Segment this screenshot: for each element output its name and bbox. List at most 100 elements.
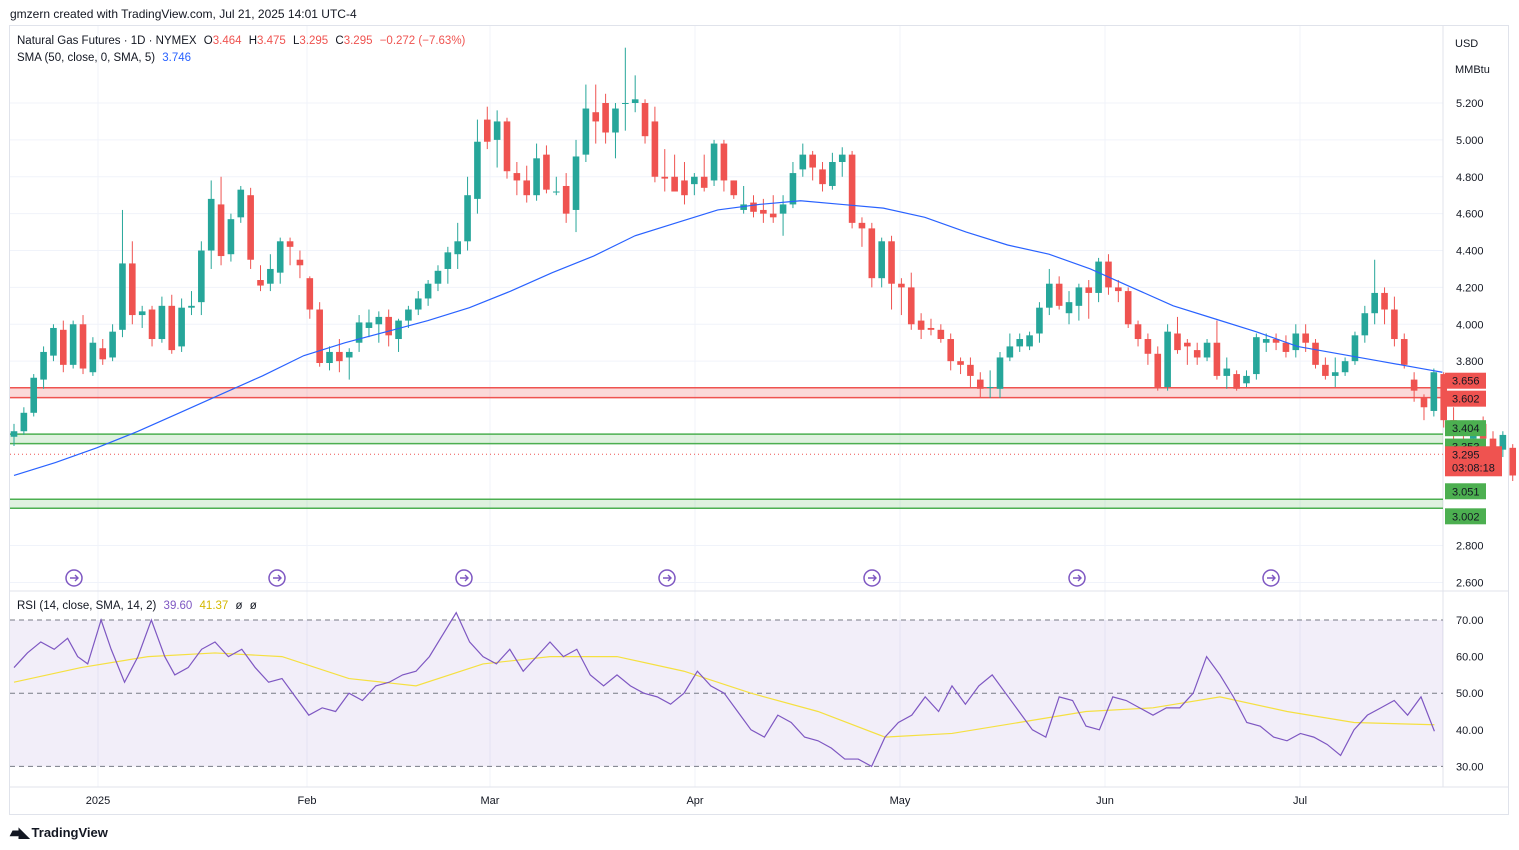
candle bbox=[1391, 296, 1398, 347]
candle-body bbox=[1174, 333, 1181, 351]
candle bbox=[40, 346, 47, 389]
rsi-label: RSI (14, close, SMA, 14, 2) bbox=[17, 600, 157, 612]
candle-body bbox=[1095, 261, 1102, 293]
tradingview-brand: TradingView bbox=[31, 825, 108, 840]
candle bbox=[1509, 444, 1517, 482]
candle bbox=[572, 139, 580, 233]
high-value: 3.475 bbox=[257, 35, 286, 47]
candle bbox=[513, 162, 521, 196]
candle-body bbox=[1371, 292, 1378, 314]
candle bbox=[414, 291, 422, 316]
candle-body bbox=[188, 305, 195, 308]
candle-body bbox=[720, 143, 728, 181]
candle bbox=[661, 149, 669, 192]
marker-arrow bbox=[868, 574, 877, 582]
candle-body bbox=[1361, 313, 1369, 336]
price-tick-label: 2.800 bbox=[1456, 541, 1484, 553]
candle-body bbox=[424, 283, 432, 299]
chart-frame bbox=[9, 25, 1509, 815]
candle bbox=[967, 357, 974, 387]
price-zones bbox=[10, 386, 1443, 510]
candle-body bbox=[1400, 339, 1408, 365]
candle bbox=[30, 374, 38, 417]
candle-body bbox=[1085, 287, 1093, 293]
candle-body bbox=[829, 162, 836, 186]
candle bbox=[79, 315, 87, 375]
candle bbox=[345, 348, 353, 380]
candle bbox=[1036, 302, 1043, 343]
resistance-lower-tag-text: 3.602 bbox=[1452, 394, 1480, 406]
candle bbox=[809, 150, 816, 181]
candle-body bbox=[622, 103, 629, 104]
candle bbox=[937, 324, 945, 343]
candle-body bbox=[414, 298, 422, 310]
candle-body bbox=[1036, 307, 1043, 334]
candle bbox=[848, 150, 856, 229]
candle bbox=[829, 152, 836, 190]
event-markers bbox=[65, 569, 1280, 587]
candle bbox=[276, 237, 284, 284]
rsi-ma-line bbox=[13, 652, 1435, 738]
support2-lower-tag-text: 3.002 bbox=[1452, 511, 1480, 523]
candle-body bbox=[375, 316, 383, 325]
candle-body bbox=[986, 386, 994, 388]
candle bbox=[434, 265, 442, 292]
candle bbox=[1253, 333, 1260, 380]
support1-upper-tag-bg bbox=[1445, 420, 1486, 437]
price-tick-label: 5.000 bbox=[1456, 135, 1484, 147]
rsi-extra-1: ø bbox=[235, 600, 243, 612]
candle bbox=[1410, 372, 1418, 402]
candle bbox=[227, 213, 235, 262]
time-tick-label: Jun bbox=[1096, 795, 1114, 807]
candle bbox=[1262, 333, 1270, 352]
candle-body bbox=[286, 241, 294, 247]
candle-body bbox=[395, 320, 402, 340]
candle bbox=[947, 333, 954, 371]
candle-body bbox=[1144, 339, 1152, 354]
candle-body bbox=[641, 103, 649, 137]
candle bbox=[99, 339, 107, 365]
candle bbox=[188, 291, 195, 316]
last-price-text: 3.295 bbox=[1452, 449, 1480, 461]
candle-body bbox=[1282, 342, 1290, 352]
candle-body bbox=[10, 431, 18, 437]
candle bbox=[582, 84, 590, 163]
close-value: 3.295 bbox=[343, 35, 373, 47]
candle-body bbox=[967, 364, 974, 376]
price-tick-label: 4.400 bbox=[1456, 246, 1484, 258]
candle bbox=[286, 237, 294, 266]
candle bbox=[907, 272, 915, 330]
candle-body bbox=[227, 219, 235, 255]
candle bbox=[20, 407, 28, 435]
candle-body bbox=[572, 156, 580, 210]
resistance-upper-tag-text: 3.656 bbox=[1452, 376, 1480, 388]
open-label: O bbox=[203, 35, 213, 47]
candle-body bbox=[237, 189, 245, 218]
candle-body bbox=[1341, 361, 1349, 373]
candle-body bbox=[1016, 339, 1024, 347]
candle bbox=[1272, 333, 1280, 351]
tradingview-logo[interactable]: ▰◣ TradingView bbox=[10, 824, 108, 841]
candle bbox=[1055, 276, 1063, 310]
support1-upper-tag-text: 3.404 bbox=[1452, 423, 1480, 435]
marker-arrow bbox=[663, 574, 672, 582]
candle bbox=[178, 298, 185, 352]
candle bbox=[976, 372, 984, 399]
rsi-tick-label: 50.00 bbox=[1456, 688, 1484, 700]
candle bbox=[375, 311, 383, 343]
candle-body bbox=[868, 228, 876, 279]
rsi-extra-2: ø bbox=[249, 600, 257, 612]
candle bbox=[799, 143, 807, 177]
price-legend: Natural Gas Futures · 1D · NYMEX O3.464 … bbox=[17, 35, 469, 47]
dividend-marker-icon bbox=[658, 569, 676, 587]
candle bbox=[1371, 259, 1378, 325]
candle-body bbox=[907, 287, 915, 325]
candle-body bbox=[1509, 447, 1517, 476]
candle bbox=[760, 198, 767, 223]
candle bbox=[1223, 357, 1231, 389]
candle-body bbox=[454, 241, 461, 255]
candle-body bbox=[1253, 337, 1260, 375]
high-label: H bbox=[248, 35, 258, 47]
candle bbox=[60, 320, 67, 373]
